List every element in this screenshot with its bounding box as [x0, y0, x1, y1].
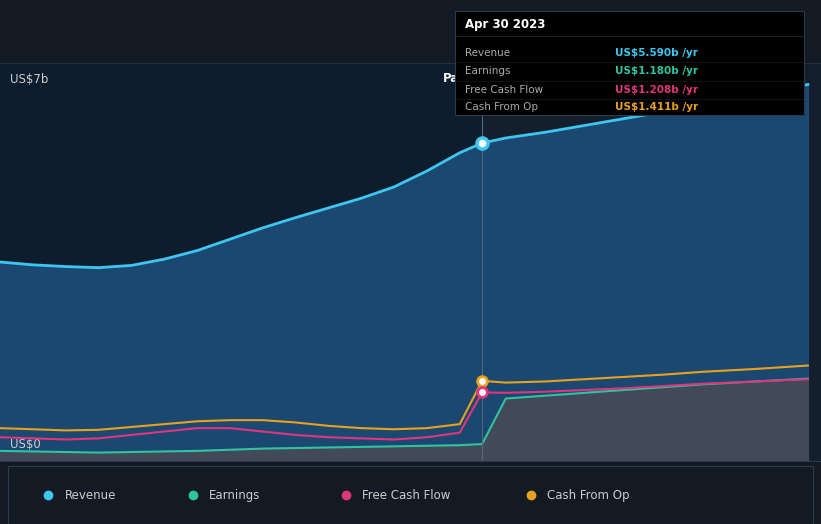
- Bar: [0, 63, 482, 461]
- Text: Past: Past: [443, 72, 471, 85]
- Text: Free Cash Flow: Free Cash Flow: [362, 489, 451, 501]
- Text: US$1.208b /yr: US$1.208b /yr: [616, 85, 699, 95]
- Text: Cash From Op: Cash From Op: [466, 103, 539, 113]
- Bar: [482, 63, 821, 461]
- Text: Free Cash Flow: Free Cash Flow: [466, 85, 544, 95]
- Text: US$7b: US$7b: [10, 73, 48, 86]
- Text: Apr 30 2023: Apr 30 2023: [466, 18, 546, 31]
- Text: Revenue: Revenue: [466, 48, 511, 58]
- Text: Earnings: Earnings: [466, 66, 511, 76]
- Text: Cash From Op: Cash From Op: [548, 489, 630, 501]
- Text: Revenue: Revenue: [65, 489, 116, 501]
- Text: US$5.590b /yr: US$5.590b /yr: [616, 48, 698, 58]
- Text: US$1.411b /yr: US$1.411b /yr: [616, 103, 699, 113]
- Text: US$0: US$0: [10, 438, 40, 451]
- Text: Analysts Forecasts: Analysts Forecasts: [493, 72, 603, 85]
- Text: US$1.180b /yr: US$1.180b /yr: [616, 66, 699, 76]
- Text: Earnings: Earnings: [209, 489, 261, 501]
